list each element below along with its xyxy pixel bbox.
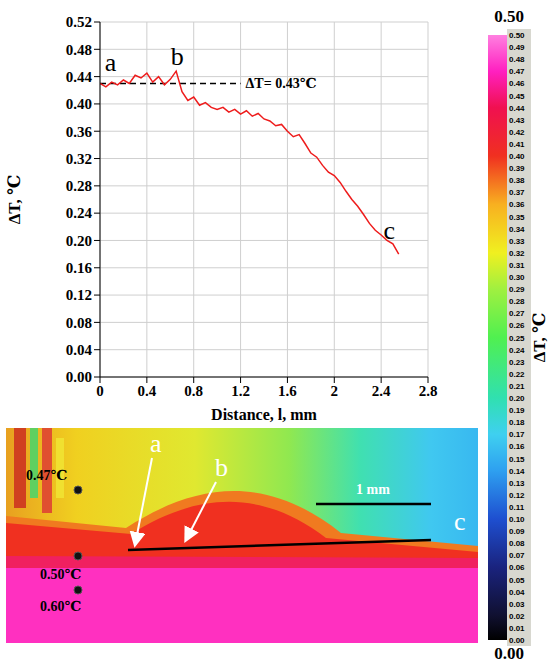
svg-text:0.24: 0.24	[509, 346, 525, 355]
svg-text:0.41: 0.41	[509, 140, 525, 149]
svg-text:0.14: 0.14	[509, 467, 525, 476]
svg-text:0.10: 0.10	[509, 515, 525, 524]
svg-text:0.44: 0.44	[509, 104, 525, 113]
svg-text:0.02: 0.02	[509, 612, 525, 621]
svg-text:c: c	[454, 507, 466, 536]
svg-text:0.00: 0.00	[494, 644, 524, 663]
svg-text:0.36: 0.36	[66, 124, 93, 140]
svg-text:0.09: 0.09	[509, 527, 525, 536]
svg-text:0.04: 0.04	[66, 342, 93, 358]
svg-text:0.29: 0.29	[509, 285, 525, 294]
svg-text:0.45: 0.45	[509, 92, 525, 101]
svg-text:0.42: 0.42	[509, 128, 525, 137]
svg-text:0.50℃: 0.50℃	[40, 567, 82, 582]
svg-text:0.46: 0.46	[509, 79, 525, 88]
svg-text:0.4: 0.4	[137, 383, 156, 399]
svg-text:c: c	[384, 216, 396, 245]
svg-text:b: b	[215, 453, 228, 482]
svg-text:0.00: 0.00	[509, 636, 525, 645]
svg-text:0.38: 0.38	[509, 176, 525, 185]
svg-text:0.20: 0.20	[66, 233, 92, 249]
svg-text:0.07: 0.07	[509, 551, 525, 560]
svg-text:0.08: 0.08	[66, 315, 92, 331]
svg-text:0.28: 0.28	[509, 297, 525, 306]
svg-text:0.50: 0.50	[494, 7, 524, 26]
svg-text:0.37: 0.37	[509, 188, 525, 197]
svg-text:0.33: 0.33	[509, 237, 525, 246]
svg-text:0.22: 0.22	[509, 370, 525, 379]
svg-text:0.01: 0.01	[509, 624, 525, 633]
svg-text:0.31: 0.31	[509, 261, 525, 270]
svg-text:0.20: 0.20	[509, 394, 525, 403]
svg-text:0.35: 0.35	[509, 213, 525, 222]
svg-text:0.27: 0.27	[509, 309, 525, 318]
svg-text:0.11: 0.11	[509, 503, 525, 512]
svg-text:0.39: 0.39	[509, 164, 525, 173]
svg-text:a: a	[150, 429, 162, 458]
svg-text:b: b	[171, 42, 184, 71]
svg-text:0.28: 0.28	[66, 178, 92, 194]
svg-text:0.48: 0.48	[66, 42, 92, 58]
svg-text:1.2: 1.2	[231, 383, 250, 399]
svg-text:2.8: 2.8	[419, 383, 438, 399]
svg-text:0.16: 0.16	[66, 260, 93, 276]
svg-text:0.06: 0.06	[509, 563, 525, 572]
svg-text:0.23: 0.23	[509, 358, 525, 367]
svg-text:Distance, l, mm: Distance, l, mm	[211, 406, 317, 423]
svg-text:0.30: 0.30	[509, 273, 525, 282]
svg-text:0.50: 0.50	[509, 31, 525, 40]
svg-text:0.47℃: 0.47℃	[26, 468, 68, 483]
svg-text:1 mm: 1 mm	[356, 482, 390, 497]
svg-text:1.6: 1.6	[278, 383, 297, 399]
svg-text:2: 2	[331, 383, 339, 399]
svg-text:a: a	[105, 48, 117, 77]
svg-text:0.17: 0.17	[509, 430, 525, 439]
svg-text:0.24: 0.24	[66, 205, 93, 221]
svg-text:0.8: 0.8	[184, 383, 203, 399]
svg-text:0.48: 0.48	[509, 55, 525, 64]
svg-text:0.15: 0.15	[509, 455, 525, 464]
svg-text:0.49: 0.49	[509, 43, 525, 52]
svg-text:0.34: 0.34	[509, 225, 525, 234]
svg-text:0.52: 0.52	[66, 14, 92, 30]
svg-text:0.36: 0.36	[509, 200, 525, 209]
svg-text:0.40: 0.40	[66, 96, 92, 112]
svg-text:0.26: 0.26	[509, 321, 525, 330]
svg-text:0.32: 0.32	[66, 151, 92, 167]
svg-text:0.04: 0.04	[509, 588, 525, 597]
svg-text:ΔT= 0.43℃: ΔT= 0.43℃	[246, 76, 317, 91]
svg-text:0.47: 0.47	[509, 67, 525, 76]
svg-text:2.4: 2.4	[372, 383, 391, 399]
svg-text:0.32: 0.32	[509, 249, 525, 258]
svg-text:0.16: 0.16	[509, 442, 525, 451]
svg-text:0.00: 0.00	[66, 369, 92, 385]
svg-text:0.18: 0.18	[509, 418, 525, 427]
svg-text:0: 0	[96, 383, 104, 399]
svg-text:ΔT, ℃: ΔT, ℃	[5, 175, 24, 225]
svg-text:0.05: 0.05	[509, 576, 525, 585]
svg-text:0.40: 0.40	[509, 152, 525, 161]
svg-text:0.13: 0.13	[509, 479, 525, 488]
svg-text:0.19: 0.19	[509, 406, 525, 415]
svg-text:0.21: 0.21	[509, 382, 525, 391]
svg-text:0.43: 0.43	[509, 116, 525, 125]
svg-text:0.25: 0.25	[509, 334, 525, 343]
svg-text:0.60℃: 0.60℃	[40, 599, 82, 614]
svg-text:0.12: 0.12	[509, 491, 525, 500]
svg-text:0.08: 0.08	[509, 539, 525, 548]
svg-text:ΔT, ℃: ΔT, ℃	[530, 313, 549, 363]
svg-text:0.44: 0.44	[66, 69, 93, 85]
svg-text:0.03: 0.03	[509, 600, 525, 609]
svg-text:0.12: 0.12	[66, 287, 92, 303]
